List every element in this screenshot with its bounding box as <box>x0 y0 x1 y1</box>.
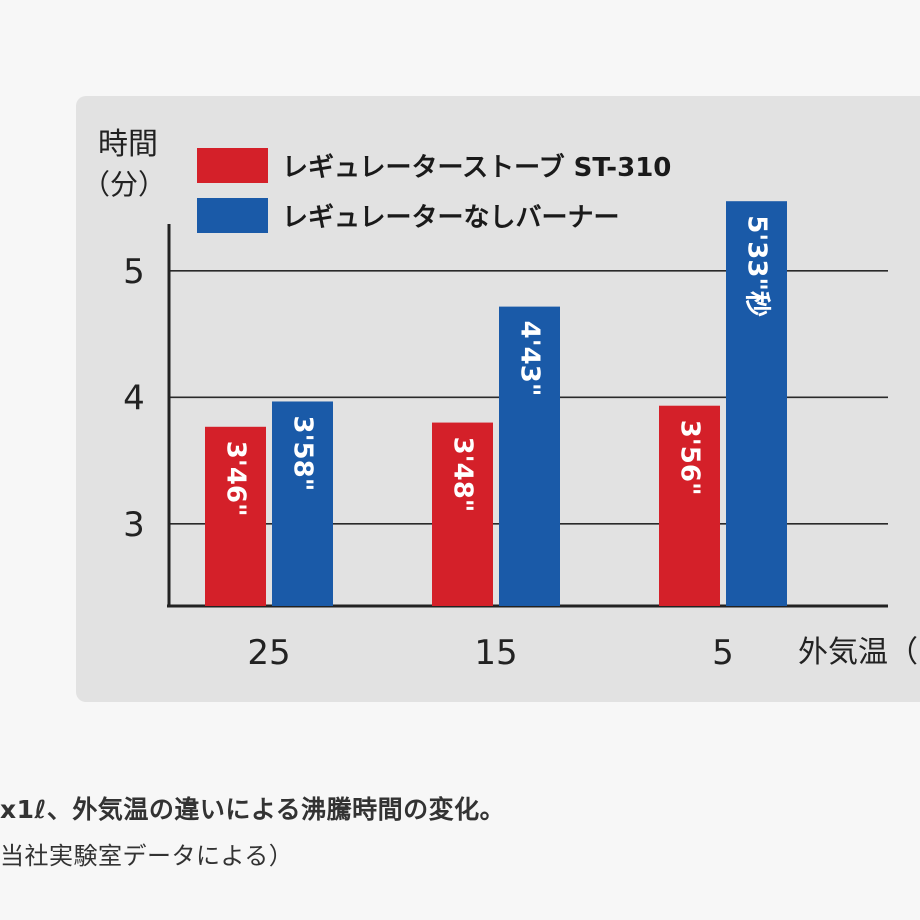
chart-panel: 3 4 5 時間 （分） 3'46" 3'58" 25 3'48" 4'43" 15 3'56" 5'3… <box>76 96 920 702</box>
x-tick-label: 5 <box>712 633 734 673</box>
x-tick-label: 25 <box>247 633 290 673</box>
bar-no-regulator-burner-25 <box>272 401 333 606</box>
legend-label-2: レギュレーターなしバーナー <box>282 203 619 233</box>
legend-swatch-1 <box>197 148 268 183</box>
x-axis-label: 外気温（ <box>798 635 918 670</box>
y-axis-label: 時間 <box>98 127 158 162</box>
y-axis-unit-label: （分） <box>82 168 166 201</box>
bar-regulator-stove-25 <box>205 426 266 606</box>
caption-source-note: 当社実験室データによる） <box>0 842 294 870</box>
bar-value-label: 5'33"秒 <box>742 215 772 317</box>
y-tick-label: 4 <box>123 378 145 418</box>
caption-title: x1ℓ、外気温の違いによる沸騰時間の変化。 <box>0 795 506 824</box>
boiling-time-chart: 3 4 5 時間 （分） 3'46" 3'58" 25 3'48" 4'43" 15 3'56" 5'3… <box>82 127 918 673</box>
bar-no-regulator-burner-15 <box>499 306 560 606</box>
legend-swatch-2 <box>197 198 268 233</box>
x-tick-label: 15 <box>474 633 517 673</box>
bar-regulator-stove-5 <box>659 405 720 606</box>
bar-regulator-stove-15 <box>432 422 493 606</box>
bar-value-label: 3'56" <box>675 420 705 496</box>
bar-value-label: 3'48" <box>448 437 478 513</box>
y-tick-label: 3 <box>123 505 145 545</box>
bar-value-label: 3'46" <box>221 441 251 517</box>
bar-no-regulator-burner-5 <box>726 201 787 606</box>
bar-value-label: 4'43" <box>515 321 545 397</box>
y-tick-label: 5 <box>123 252 145 292</box>
bar-value-label: 3'58" <box>288 415 318 491</box>
legend-label-1: レギュレーターストーブ ST-310 <box>282 152 671 183</box>
